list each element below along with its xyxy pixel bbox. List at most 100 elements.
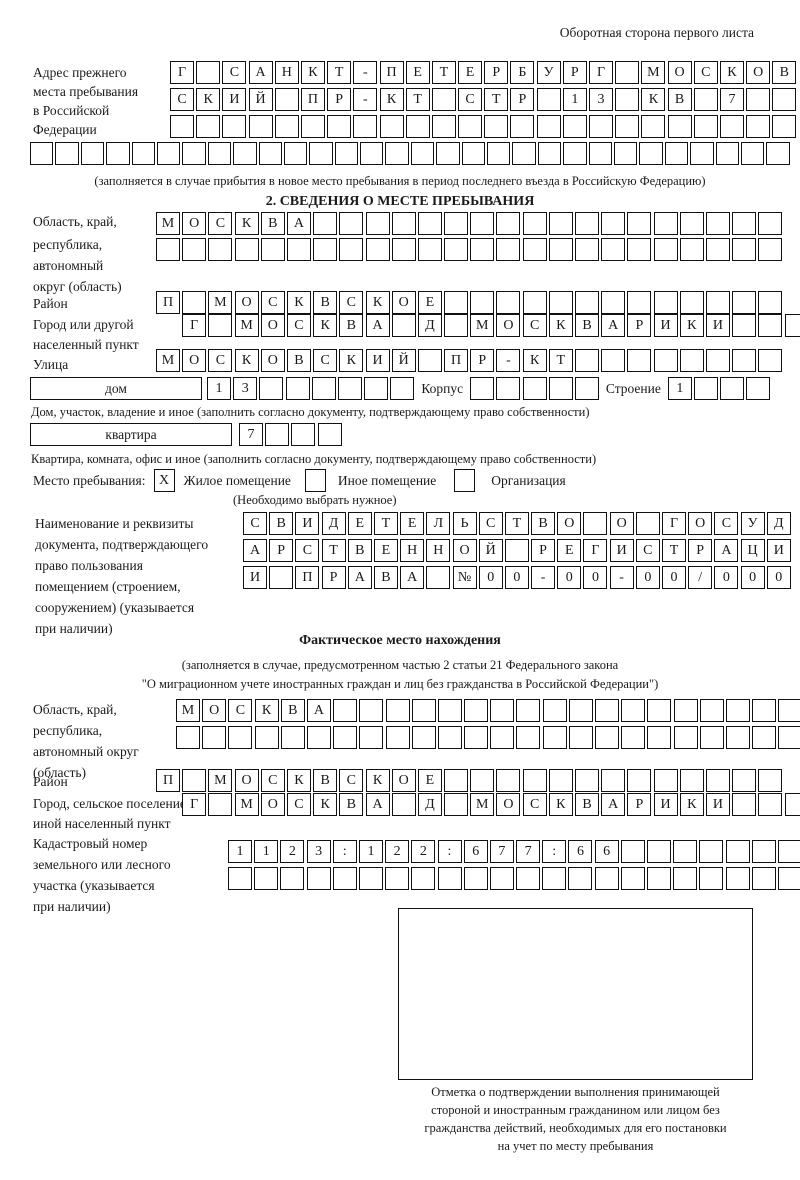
form-cell[interactable]: А — [306, 699, 331, 722]
form-cell[interactable] — [156, 238, 180, 261]
form-cell[interactable] — [470, 377, 495, 400]
form-cell[interactable] — [254, 726, 279, 749]
form-cell[interactable] — [705, 212, 730, 235]
form-cell[interactable]: Р — [269, 539, 294, 562]
form-cell[interactable] — [313, 238, 338, 261]
form-cell[interactable] — [705, 291, 730, 314]
form-cell[interactable] — [283, 142, 308, 165]
form-cell[interactable] — [641, 115, 666, 138]
form-cell[interactable] — [444, 793, 469, 816]
form-cell[interactable] — [365, 238, 390, 261]
form-cell[interactable]: С — [714, 512, 739, 535]
form-cell[interactable] — [720, 377, 745, 400]
form-cell[interactable] — [496, 769, 521, 792]
form-cell[interactable]: К — [234, 349, 259, 372]
form-cell[interactable]: И — [365, 349, 390, 372]
form-cell[interactable] — [334, 142, 359, 165]
form-cell[interactable] — [548, 769, 573, 792]
form-cell[interactable] — [233, 142, 257, 165]
form-cell[interactable] — [620, 840, 645, 863]
form-cell[interactable]: К — [365, 769, 390, 792]
form-cell[interactable]: К — [339, 349, 364, 372]
form-cell[interactable] — [254, 867, 279, 890]
form-cell[interactable] — [699, 840, 724, 863]
form-cell[interactable]: У — [536, 61, 561, 84]
form-cell[interactable]: Н — [426, 539, 451, 562]
form-cell[interactable] — [359, 726, 384, 749]
form-cell[interactable]: С — [295, 539, 320, 562]
form-cell[interactable]: К — [719, 61, 744, 84]
form-cell[interactable] — [537, 142, 562, 165]
form-cell[interactable]: В — [339, 793, 364, 816]
form-cell[interactable] — [411, 699, 436, 722]
form-cell[interactable]: А — [286, 212, 311, 235]
form-cell[interactable]: М — [176, 699, 200, 722]
checkbox-zhiloe[interactable]: X — [153, 469, 175, 492]
form-cell[interactable] — [705, 769, 730, 792]
form-cell[interactable]: Е — [373, 539, 398, 562]
form-cell[interactable] — [758, 793, 783, 816]
form-cell[interactable] — [306, 867, 331, 890]
form-cell[interactable]: Е — [400, 512, 425, 535]
form-cell[interactable] — [667, 115, 692, 138]
form-cell[interactable] — [437, 699, 462, 722]
form-cell[interactable] — [647, 867, 671, 890]
form-cell[interactable] — [248, 115, 273, 138]
form-cell[interactable]: С — [339, 769, 364, 792]
form-cell[interactable] — [693, 115, 718, 138]
form-cell[interactable] — [444, 769, 469, 792]
form-cell[interactable] — [437, 867, 462, 890]
form-cell[interactable] — [575, 212, 599, 235]
form-cell[interactable] — [732, 212, 757, 235]
form-cell[interactable]: Т — [327, 61, 352, 84]
form-cell[interactable]: Е — [405, 61, 430, 84]
form-cell[interactable]: В — [313, 291, 338, 314]
form-cell[interactable] — [548, 291, 573, 314]
form-cell[interactable]: В — [347, 539, 372, 562]
form-cell[interactable]: О — [182, 349, 207, 372]
form-cell[interactable] — [627, 212, 652, 235]
form-cell[interactable]: 3 — [589, 88, 613, 111]
form-cell[interactable] — [337, 377, 362, 400]
form-cell[interactable]: О — [557, 512, 582, 535]
form-cell[interactable]: Р — [484, 61, 509, 84]
form-cell[interactable] — [615, 115, 640, 138]
form-cell[interactable]: К — [313, 314, 338, 337]
form-cell[interactable] — [365, 212, 390, 235]
form-cell[interactable]: Т — [431, 61, 456, 84]
form-cell[interactable] — [516, 867, 541, 890]
form-cell[interactable] — [311, 377, 336, 400]
form-cell[interactable]: В — [260, 212, 285, 235]
form-cell[interactable]: В — [286, 349, 311, 372]
form-cell[interactable] — [228, 726, 253, 749]
form-cell[interactable]: М — [234, 793, 259, 816]
form-cell[interactable] — [234, 238, 259, 261]
form-cell[interactable] — [417, 212, 442, 235]
form-cell[interactable]: К — [286, 769, 311, 792]
form-cell[interactable] — [410, 142, 435, 165]
form-cell[interactable] — [106, 142, 130, 165]
form-cell[interactable] — [280, 726, 305, 749]
form-cell[interactable]: А — [365, 314, 390, 337]
form-cell[interactable] — [202, 726, 227, 749]
form-cell[interactable]: 1 — [667, 377, 692, 400]
form-cell[interactable]: В — [269, 512, 294, 535]
form-cell[interactable]: Р — [627, 314, 652, 337]
form-cell[interactable] — [504, 539, 529, 562]
form-cell[interactable] — [673, 726, 698, 749]
form-cell[interactable]: - — [496, 349, 521, 372]
form-cell[interactable] — [705, 238, 730, 261]
form-cell[interactable]: 1 — [254, 840, 279, 863]
form-cell[interactable] — [182, 291, 207, 314]
form-cell[interactable]: С — [522, 314, 547, 337]
form-cell[interactable] — [766, 142, 790, 165]
form-cell[interactable]: И — [609, 539, 634, 562]
form-cell[interactable]: - — [353, 61, 378, 84]
form-cell[interactable] — [339, 212, 364, 235]
form-cell[interactable] — [353, 115, 378, 138]
form-cell[interactable] — [758, 314, 783, 337]
form-cell[interactable] — [291, 423, 316, 446]
